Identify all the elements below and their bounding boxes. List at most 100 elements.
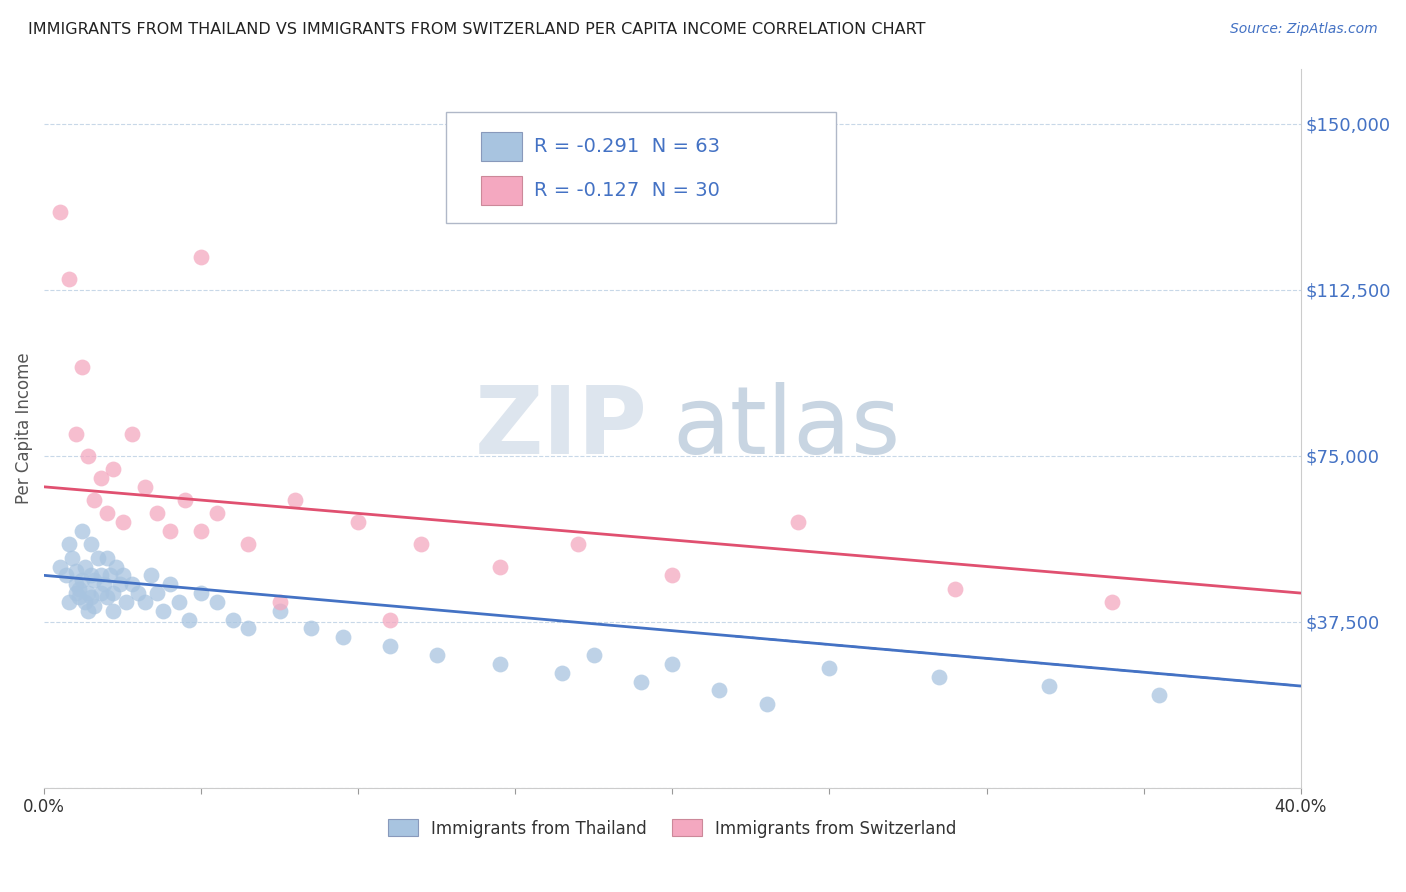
Point xyxy=(139,568,162,582)
FancyBboxPatch shape xyxy=(481,132,522,161)
Text: IMMIGRANTS FROM THAILAND VS IMMIGRANTS FROM SWITZERLAND PER CAPITA INCOME CORREL: IMMIGRANTS FROM THAILAND VS IMMIGRANTS F… xyxy=(28,22,925,37)
Point xyxy=(409,537,432,551)
Point xyxy=(60,550,83,565)
Point xyxy=(928,670,950,684)
Point xyxy=(1101,595,1123,609)
Point xyxy=(755,697,778,711)
FancyBboxPatch shape xyxy=(446,112,835,223)
Point xyxy=(83,573,105,587)
Point xyxy=(709,683,731,698)
Point xyxy=(77,604,100,618)
Text: Source: ZipAtlas.com: Source: ZipAtlas.com xyxy=(1230,22,1378,37)
Point xyxy=(111,515,134,529)
Y-axis label: Per Capita Income: Per Capita Income xyxy=(15,352,32,504)
FancyBboxPatch shape xyxy=(481,177,522,205)
Text: R = -0.291  N = 63: R = -0.291 N = 63 xyxy=(534,136,720,156)
Point xyxy=(630,674,652,689)
Point xyxy=(111,568,134,582)
Point xyxy=(1149,688,1171,702)
Point xyxy=(378,613,401,627)
Point xyxy=(83,599,105,614)
Legend: Immigrants from Thailand, Immigrants from Switzerland: Immigrants from Thailand, Immigrants fro… xyxy=(381,813,963,844)
Point xyxy=(134,595,156,609)
Point xyxy=(238,537,260,551)
Point xyxy=(73,559,96,574)
Point xyxy=(77,449,100,463)
Point xyxy=(103,462,125,476)
Point xyxy=(103,586,125,600)
Point xyxy=(567,537,589,551)
Point xyxy=(488,657,510,671)
Point xyxy=(152,604,174,618)
Point xyxy=(582,648,605,662)
Point xyxy=(347,515,370,529)
Point xyxy=(80,568,103,582)
Point xyxy=(190,250,212,264)
Point xyxy=(332,631,354,645)
Point xyxy=(1038,679,1060,693)
Point xyxy=(205,595,228,609)
Point xyxy=(65,577,87,591)
Point xyxy=(426,648,449,662)
Point xyxy=(80,537,103,551)
Point xyxy=(378,639,401,653)
Text: ZIP: ZIP xyxy=(474,382,647,475)
Point xyxy=(114,595,136,609)
Point xyxy=(93,577,115,591)
Point xyxy=(159,524,181,538)
Text: atlas: atlas xyxy=(672,382,901,475)
Text: R = -0.127  N = 30: R = -0.127 N = 30 xyxy=(534,181,720,201)
Point xyxy=(65,564,87,578)
Point xyxy=(96,507,118,521)
Point xyxy=(70,524,93,538)
Point xyxy=(58,595,80,609)
Point xyxy=(90,568,112,582)
Point xyxy=(108,577,131,591)
Point xyxy=(146,586,169,600)
Point xyxy=(488,559,510,574)
Point xyxy=(65,426,87,441)
Point xyxy=(174,493,197,508)
Point xyxy=(238,622,260,636)
Point xyxy=(818,661,841,675)
Point xyxy=(49,205,72,219)
Point xyxy=(105,559,128,574)
Point xyxy=(284,493,307,508)
Point xyxy=(205,507,228,521)
Point xyxy=(90,471,112,485)
Point xyxy=(70,573,93,587)
Point xyxy=(86,550,108,565)
Point xyxy=(661,657,683,671)
Point xyxy=(73,595,96,609)
Point xyxy=(49,559,72,574)
Point xyxy=(177,613,200,627)
Point xyxy=(269,595,291,609)
Point xyxy=(77,586,100,600)
Point xyxy=(551,665,574,680)
Point xyxy=(67,591,90,605)
Point xyxy=(98,568,121,582)
Point xyxy=(58,272,80,286)
Point xyxy=(80,591,103,605)
Point xyxy=(55,568,77,582)
Point xyxy=(121,577,143,591)
Point xyxy=(65,586,87,600)
Point xyxy=(96,550,118,565)
Point xyxy=(299,622,322,636)
Point xyxy=(70,360,93,375)
Point xyxy=(83,493,105,508)
Point xyxy=(221,613,243,627)
Point xyxy=(943,582,966,596)
Point xyxy=(661,568,683,582)
Point xyxy=(787,515,810,529)
Point xyxy=(269,604,291,618)
Point xyxy=(159,577,181,591)
Point xyxy=(146,507,169,521)
Point xyxy=(190,586,212,600)
Point xyxy=(67,582,90,596)
Point xyxy=(90,586,112,600)
Point xyxy=(190,524,212,538)
Point xyxy=(58,537,80,551)
Point xyxy=(121,426,143,441)
Point xyxy=(103,604,125,618)
